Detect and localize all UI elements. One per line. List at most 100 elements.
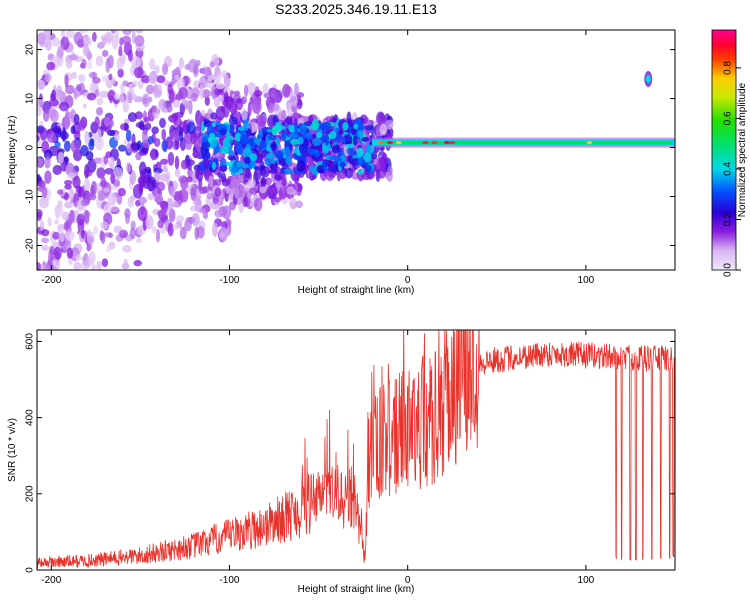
spectrogram-blob [281, 147, 291, 155]
carrier-hotspot [443, 141, 450, 145]
spectrogram-blob [83, 178, 91, 193]
spectrogram-blob [144, 166, 152, 174]
spectrogram-blob [96, 261, 102, 270]
spectrogram-blob [259, 164, 266, 171]
spectrogram-blob [163, 80, 170, 87]
carrier-hotspot [449, 141, 456, 145]
spectrogram-blob [211, 222, 219, 238]
spectrogram-blob [131, 80, 139, 87]
spectrogram-blob [222, 205, 232, 220]
spectrogram-blob [228, 116, 238, 126]
spectrogram-blob [42, 30, 52, 41]
spectrogram-blob [78, 119, 86, 131]
spectrogram-blob [236, 142, 243, 154]
spectrogram-blob [339, 161, 346, 168]
spectrogram-blob [184, 100, 191, 108]
spectrogram-blob [65, 230, 75, 242]
spectrogram-blob [92, 76, 101, 84]
spectrogram-blob [42, 109, 50, 122]
spectrogram-blob [108, 232, 113, 239]
spectrogram-blob [356, 147, 364, 158]
spectrogram-blob [59, 101, 69, 112]
spectrogram-blob [271, 125, 278, 136]
spectrogram-blob [236, 160, 244, 168]
spectrogram-blob [251, 99, 262, 114]
spectrogram-blob [145, 84, 155, 95]
spectrogram-blob [136, 140, 142, 151]
spectrogram-blob [84, 169, 93, 177]
spectrogram-blob [160, 158, 169, 165]
spectrogram-blob [329, 131, 337, 140]
snr-y-tick-label: 0 [25, 567, 36, 573]
spectrogram-blob [321, 141, 331, 152]
colorbar-gradient [711, 29, 737, 271]
spectrogram-blob [126, 162, 132, 173]
spectrogram-blob [361, 136, 370, 142]
spectrogram-blob [184, 138, 193, 151]
spectrogram-blob [128, 84, 133, 93]
spectrogram-blob [55, 89, 64, 101]
spectrogram-blob [88, 71, 98, 79]
spectrogram-blob [225, 131, 231, 139]
snr-x-tick-label: 0 [405, 575, 411, 586]
spectrogram-blob [135, 237, 142, 244]
spectrogram-blob [37, 79, 46, 91]
spectrogram-blob [148, 71, 158, 85]
spectrogram-blob [285, 156, 293, 165]
spectrogram-blob [63, 192, 70, 201]
spectrogram-blob [123, 122, 129, 132]
spectrogram-blob [199, 207, 207, 214]
spectrogram-blob [180, 159, 189, 170]
spectrogram-blob [127, 196, 135, 208]
spectrogram-blob [64, 84, 75, 95]
spectrogram-blob [108, 241, 116, 250]
spectrogram-blob [294, 171, 300, 184]
spectrogram-blob [84, 130, 90, 145]
spectrogram-blob [295, 200, 304, 209]
spectrogram-blob [351, 167, 356, 173]
spectrogram-blob [178, 87, 188, 100]
spectrogram-blob [138, 148, 148, 156]
spectrogram-blob [321, 121, 331, 130]
spectrogram-blob [211, 122, 216, 127]
spectrogram-blob [379, 123, 388, 136]
spectrogram-blob [223, 73, 230, 87]
spectrogram-blob [46, 260, 54, 270]
spectrogram-blob [297, 136, 304, 145]
spectrogram-blob [107, 90, 116, 101]
spectrogram-blob [190, 92, 198, 102]
spectrogram-blob [253, 90, 263, 97]
spectrogram-blob [299, 145, 308, 156]
spectrogram-blob [206, 192, 214, 200]
spectrogram-blob [161, 128, 167, 141]
spectrogram-blob [141, 93, 151, 108]
spectrogram-blob [41, 229, 50, 237]
spectrogram-blob [100, 231, 106, 244]
spectrogram-blob [46, 132, 57, 144]
spectrogram-blob [49, 245, 55, 256]
carrier-hotspot [422, 141, 429, 145]
spectrogram-blob [69, 212, 75, 224]
spectrogram-blob [116, 193, 123, 205]
spectrogram-blob [113, 179, 121, 188]
spectrogram-blob [138, 178, 144, 193]
spectrogram-frame [36, 29, 676, 271]
spectrogram-blob [191, 213, 200, 227]
snr-x-ticks: -200 -100 0 100 [41, 330, 595, 586]
spectrogram-blob [82, 44, 90, 57]
spectrogram-blob [178, 188, 189, 203]
spectrogram-blob [138, 196, 147, 204]
spectrogram-blob [364, 125, 375, 131]
spectrogram-blob [172, 99, 181, 108]
spectrogram-blob [131, 93, 138, 101]
spectrogram-blob [80, 199, 90, 207]
spectrogram-blob [39, 196, 50, 209]
spectrogram-blob [323, 165, 328, 172]
spectrogram-blob [155, 161, 162, 170]
spectrogram-blob [107, 54, 114, 69]
spectrogram-blob [166, 103, 173, 113]
spectrogram-blob [247, 82, 256, 97]
spectrogram-blob [90, 180, 97, 196]
spectrogram-blob [96, 97, 104, 106]
